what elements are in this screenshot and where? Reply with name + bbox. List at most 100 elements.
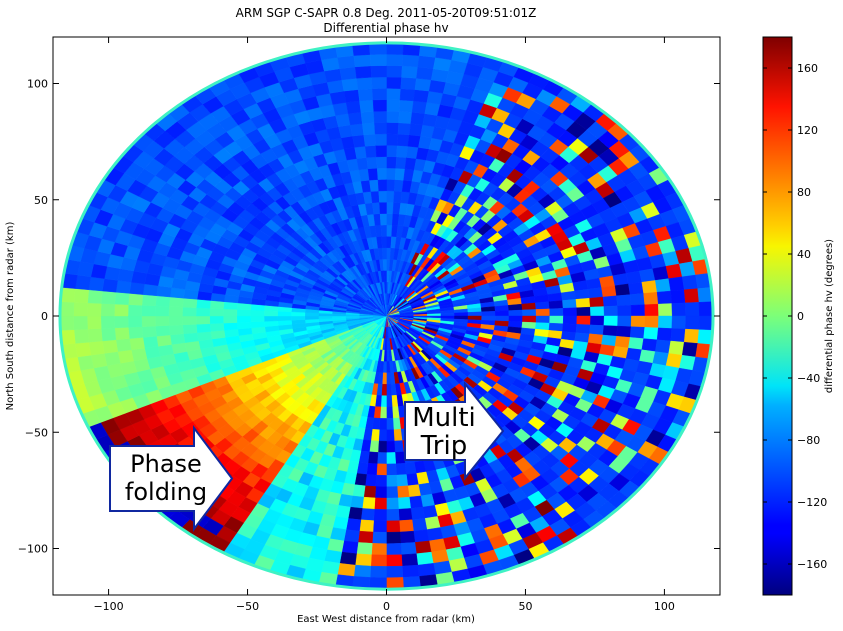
radar-gate	[129, 281, 145, 295]
radar-gate	[378, 429, 387, 442]
radar-gate	[359, 99, 374, 113]
radar-gate	[481, 315, 496, 322]
radar-gate	[413, 89, 430, 103]
radar-gate	[129, 337, 145, 351]
radar-gate	[341, 540, 359, 554]
radar-gate	[629, 293, 645, 306]
radar-gate	[182, 306, 197, 317]
radar-gate	[395, 462, 407, 476]
radar-gate	[363, 133, 377, 147]
radar-gate	[681, 274, 698, 291]
y-tick-label: −100	[18, 543, 48, 556]
radar-gate	[401, 65, 419, 79]
radar-gate	[535, 315, 551, 324]
multi-trip-label-line: Multi	[412, 403, 476, 433]
radar-gate	[370, 190, 380, 204]
radar-gate	[350, 123, 364, 137]
radar-gate	[341, 78, 359, 92]
radar-gate	[209, 315, 224, 324]
colorbar-label: differential phase hv (degrees)	[824, 239, 835, 393]
radar-gate	[399, 519, 414, 533]
radar-gate	[142, 283, 159, 297]
radar-gate	[630, 315, 646, 328]
radar-gate	[100, 303, 115, 317]
colorbar-tick-label: 120	[797, 124, 818, 137]
radar-gate	[128, 326, 144, 339]
radar-gate	[354, 65, 372, 79]
radar-gate	[379, 201, 387, 214]
radar-gate	[656, 290, 673, 305]
radar-gate	[353, 564, 372, 578]
radar-gate	[548, 322, 564, 332]
radar-gate	[75, 341, 92, 358]
radar-gate	[347, 111, 363, 126]
radar-gate	[386, 463, 397, 476]
radar-gate	[394, 451, 406, 465]
radar-gate	[75, 274, 92, 291]
x-axis-label: East West distance from radar (km)	[297, 614, 475, 625]
radar-gate	[371, 76, 387, 89]
radar-gate	[406, 473, 419, 487]
radar-gate	[386, 201, 394, 214]
radar-gate	[376, 156, 387, 169]
radar-gate	[127, 304, 143, 317]
radar-gate	[366, 462, 378, 476]
radar-gate	[86, 302, 102, 317]
radar-gate	[698, 315, 714, 331]
radar-gate	[169, 333, 186, 345]
radar-gate	[454, 312, 469, 317]
radar-gate	[401, 564, 420, 578]
radar-gate	[386, 406, 394, 419]
radar-gate	[655, 278, 671, 293]
radar-gate	[548, 300, 564, 310]
radar-gate	[386, 395, 393, 408]
radar-gate	[59, 315, 75, 331]
radar-gate	[335, 113, 351, 127]
radar-gate	[375, 474, 387, 487]
radar-gate	[102, 278, 118, 293]
radar-gate	[343, 529, 360, 543]
radar-gate	[547, 292, 563, 302]
radar-gate	[263, 320, 279, 327]
radar-gate	[386, 486, 399, 499]
multi-trip-arrow	[404, 381, 505, 481]
colorbar-tick-label: 0	[797, 310, 804, 323]
radar-gate	[396, 133, 410, 147]
radar-gate	[376, 463, 387, 476]
radar-gate	[277, 310, 292, 317]
radar-gate	[643, 327, 659, 341]
radar-gate	[589, 296, 605, 308]
radar-gate	[369, 565, 387, 579]
radar-gate	[410, 111, 426, 126]
radar-gate	[590, 306, 605, 317]
radar-gate	[508, 315, 523, 323]
radar-gate	[401, 54, 420, 68]
radar-gate	[304, 315, 319, 320]
radar-gate	[377, 179, 387, 192]
radar-gate	[343, 89, 360, 103]
radar-gate	[168, 306, 183, 317]
radar-gate	[614, 335, 631, 349]
radar-gate	[318, 315, 333, 320]
colorbar-tick-label: −160	[797, 558, 827, 571]
radar-gate	[381, 247, 387, 260]
radar-gate	[347, 506, 363, 521]
radar-gate	[88, 340, 105, 356]
radar-gate	[416, 551, 434, 566]
radar-gate	[209, 300, 225, 310]
radar-gate	[409, 495, 423, 509]
radar-gate	[409, 123, 423, 137]
colorbar	[762, 36, 793, 596]
radar-gate	[494, 310, 510, 317]
radar-gate	[374, 497, 387, 510]
x-tick-label: 0	[383, 600, 390, 613]
radar-gate	[369, 53, 387, 67]
colorbar-tick-label: 160	[797, 62, 818, 75]
radar-gate	[386, 213, 394, 226]
radar-gate	[196, 331, 213, 342]
radar-gate	[400, 77, 417, 90]
radar-gate	[88, 276, 105, 292]
radar-gate	[414, 540, 432, 554]
